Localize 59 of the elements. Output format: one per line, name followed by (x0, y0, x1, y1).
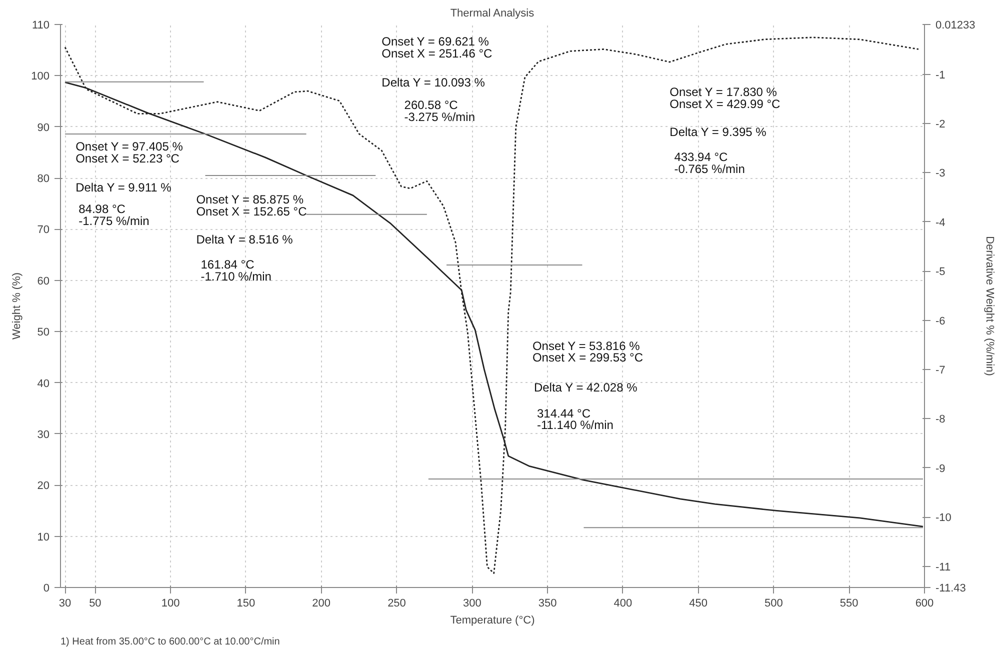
y-tick-label: 50 (37, 326, 50, 339)
y2-tick-label: -5 (936, 266, 946, 278)
y2-axis-title: Derivative Weight % (%/min) (983, 236, 996, 376)
annotation: 260.58 °C -3.275 %/min (404, 98, 475, 124)
annotation: 84.98 °C -1.775 %/min (78, 202, 150, 228)
y-axis-title: Weight % (%) (11, 272, 24, 340)
annotation: 161.84 °C -1.710 %/min (200, 257, 272, 284)
y-tick-label: 20 (37, 480, 50, 492)
x-tick-label: 100 (161, 598, 180, 610)
annotation: Delta Y = 42.028 % (534, 380, 638, 395)
chart-title: Thermal Analysis (450, 8, 535, 20)
y2-tick-label: -10 (936, 512, 952, 524)
x-tick-label: 450 (689, 598, 708, 610)
x-tick-label: 550 (840, 598, 858, 610)
y2-tick-label: -11.43 (936, 582, 966, 594)
y2-tick-label: -7 (936, 364, 946, 377)
annotation: Delta Y = 8.516 % (196, 232, 294, 246)
x-tick-label: 500 (764, 598, 783, 610)
annotation: 314.44 °C -11.140 %/min (536, 406, 614, 432)
annotation: Delta Y = 9.911 % (76, 180, 172, 195)
annotation: Onset Y = 17.830 % Onset X = 429.99 °C (670, 84, 781, 111)
y2-tick-label: -8 (936, 414, 946, 426)
y2-tick-label: -3 (936, 168, 946, 180)
y-tick-label: 90 (37, 122, 50, 134)
x-tick-label: 200 (312, 598, 331, 610)
annotation: Delta Y = 9.395 % (670, 124, 767, 139)
annotation: Delta Y = 10.093 % (382, 76, 486, 90)
annotation: Onset Y = 85.875 % Onset X = 152.65 °C (196, 192, 308, 218)
annotation: Onset Y = 69.621 % Onset X = 251.46 °C (382, 34, 493, 61)
annotation: 433.94 °C -0.765 %/min (674, 150, 745, 176)
y-tick-label: 80 (37, 173, 50, 186)
x-tick-label: 350 (538, 598, 557, 610)
y-tick-label: 0 (43, 582, 50, 594)
x-tick-label: 150 (236, 598, 256, 610)
y2-tick-label: -6 (936, 315, 946, 328)
y2-tick-label: -11 (936, 561, 951, 574)
x-tick-label: 400 (614, 598, 632, 610)
annotation: Onset Y = 53.816 % Onset X = 299.53 °C (532, 338, 644, 365)
y-tick-label: 70 (37, 224, 50, 236)
x-tick-label: 600 (915, 598, 934, 610)
x-tick-label: 300 (462, 598, 482, 610)
y-tick-label: 60 (37, 275, 50, 288)
x-tick-label: 50 (89, 598, 102, 610)
y-tick-label: 40 (37, 378, 50, 390)
y-tick-label: 110 (32, 20, 50, 32)
y2-tick-label: -9 (936, 462, 946, 475)
y2-tick-label: -2 (936, 118, 946, 131)
x-tick-label: 250 (388, 598, 406, 610)
y-tick-label: 30 (37, 428, 50, 441)
line-series (64, 36, 920, 574)
y2-tick-label: -4 (936, 216, 946, 229)
y-tick-label: 100 (31, 70, 50, 83)
annotation: Onset Y = 97.405 % Onset X = 52.23 °C (76, 140, 184, 166)
x-axis-title: Temperature (°C) (450, 614, 535, 626)
text: 1) Heat from 35.00°C to 600.00°C at 10.00°C/min (60, 636, 280, 648)
y-tick-label: 10 (37, 531, 50, 544)
y2-tick-label: -1 (936, 69, 946, 82)
y2-tick-label: 0.01233 (936, 20, 976, 32)
x-tick-label: 30 (58, 598, 72, 610)
